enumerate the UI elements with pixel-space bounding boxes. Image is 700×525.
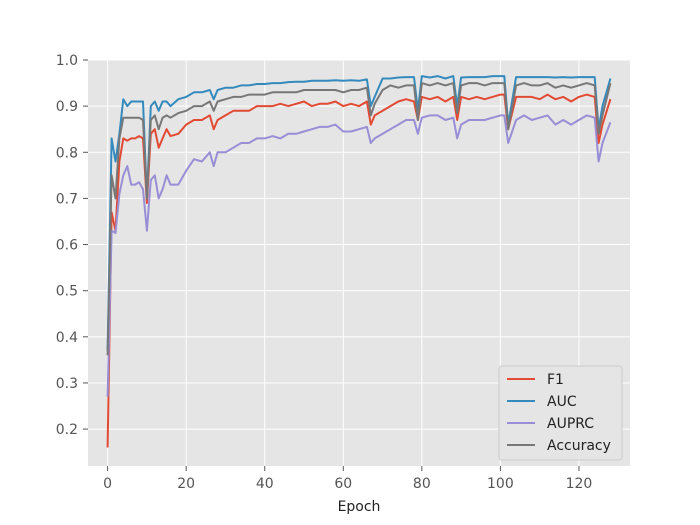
series-line-auc: [106, 75, 612, 351]
y-axis-ticks: 0.2 0.3 0.4 0.5 0.6 0.7 0.8 0.9 1.0: [56, 53, 88, 438]
x-tick-label: 60: [334, 476, 352, 492]
y-tick-label: 0.6: [56, 238, 78, 254]
y-tick-label: 0.5: [56, 284, 78, 300]
y-tick-label: 1.0: [56, 53, 78, 69]
x-tick-label: 20: [177, 476, 195, 492]
legend-entry: AUC: [547, 394, 577, 410]
series-line-f1: [106, 93, 612, 448]
x-tick-label: 100: [487, 476, 514, 492]
legend-entry: Accuracy: [547, 438, 611, 454]
legend-entry: F1: [547, 372, 564, 388]
x-tick-label: 40: [256, 476, 274, 492]
legend: F1 AUC AUPRC Accuracy: [498, 365, 623, 461]
x-tick-label: 0: [103, 476, 112, 492]
series-lines: [106, 75, 612, 448]
y-tick-label: 0.9: [56, 99, 78, 115]
x-tick-label: 120: [566, 476, 593, 492]
x-axis-ticks: 0 20 40 60 80 100 120: [103, 466, 592, 492]
series-line-auprc: [106, 114, 612, 397]
legend-entry: AUPRC: [547, 416, 594, 432]
y-tick-label: 0.7: [56, 191, 78, 207]
x-tick-label: 80: [413, 476, 431, 492]
y-tick-label: 0.2: [56, 422, 78, 438]
series-line-accuracy: [106, 82, 612, 356]
legend-box: [498, 365, 623, 461]
y-tick-label: 0.3: [56, 376, 78, 392]
y-tick-label: 0.8: [56, 145, 78, 161]
y-tick-label: 0.4: [56, 330, 78, 346]
x-axis-label: Epoch: [338, 499, 381, 515]
